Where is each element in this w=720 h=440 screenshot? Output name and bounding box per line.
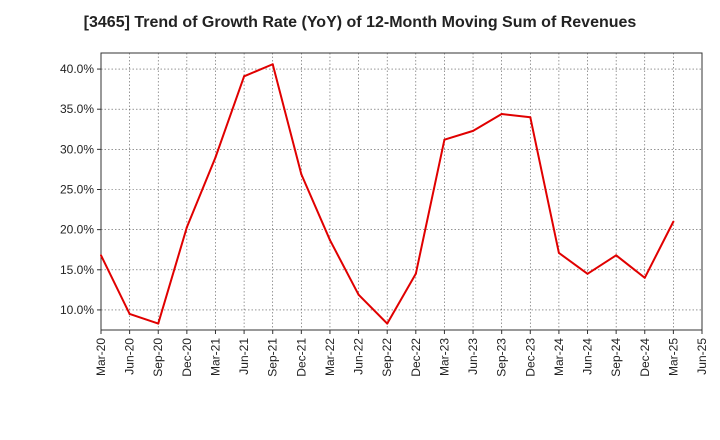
data-point <box>214 156 217 159</box>
x-tick-label: Sep-24 <box>609 338 623 377</box>
data-point <box>586 272 589 275</box>
x-tick-label: Sep-20 <box>151 338 165 377</box>
x-tick-label: Mar-21 <box>208 338 222 376</box>
data-point <box>443 138 446 141</box>
x-tick-label: Mar-25 <box>666 338 680 376</box>
data-point <box>472 129 475 132</box>
chart-title: [3465] Trend of Growth Rate (YoY) of 12-… <box>83 14 637 31</box>
x-tick-label: Jun-21 <box>237 338 251 375</box>
x-tick-label: Mar-20 <box>94 338 108 376</box>
data-point <box>414 272 417 275</box>
x-tick-label: Sep-21 <box>266 338 280 377</box>
data-point <box>643 276 646 279</box>
plot-area <box>101 53 702 330</box>
y-tick-label: 35.0% <box>60 102 94 116</box>
x-tick-label: Dec-21 <box>294 338 308 377</box>
data-point <box>157 322 160 325</box>
data-point <box>672 220 675 223</box>
y-tick-label: 25.0% <box>60 182 94 196</box>
x-tick-label: Dec-24 <box>638 338 652 377</box>
data-point <box>557 251 560 254</box>
y-tick-label: 30.0% <box>60 142 94 156</box>
x-tick-label: Sep-23 <box>495 338 509 377</box>
y-tick-label: 20.0% <box>60 223 94 237</box>
x-tick-label: Dec-22 <box>409 338 423 377</box>
data-point <box>100 254 102 257</box>
x-tick-label: Dec-20 <box>180 338 194 377</box>
x-tick-label: Sep-22 <box>380 338 394 377</box>
data-point <box>243 75 246 78</box>
data-point <box>386 322 389 325</box>
data-point <box>328 239 331 242</box>
x-tick-label: Mar-22 <box>323 338 337 376</box>
x-tick-label: Jun-20 <box>123 338 137 375</box>
data-point <box>529 116 532 119</box>
data-point <box>500 113 503 116</box>
x-tick-label: Jun-22 <box>352 338 366 375</box>
x-tick-label: Jun-23 <box>466 338 480 375</box>
data-point <box>128 312 131 315</box>
y-tick-label: 15.0% <box>60 263 94 277</box>
data-point <box>300 173 303 176</box>
data-point <box>185 226 188 229</box>
x-tick-label: Jun-25 <box>695 338 709 375</box>
data-point <box>271 63 274 66</box>
x-tick-label: Dec-23 <box>523 338 537 377</box>
x-tick-label: Jun-24 <box>581 338 595 375</box>
y-tick-label: 40.0% <box>60 62 94 76</box>
x-tick-label: Mar-24 <box>552 338 566 376</box>
x-tick-label: Mar-23 <box>437 338 451 376</box>
y-tick-label: 10.0% <box>60 303 94 317</box>
data-point <box>615 254 618 257</box>
data-point <box>357 293 360 296</box>
plot-frame <box>100 52 703 331</box>
